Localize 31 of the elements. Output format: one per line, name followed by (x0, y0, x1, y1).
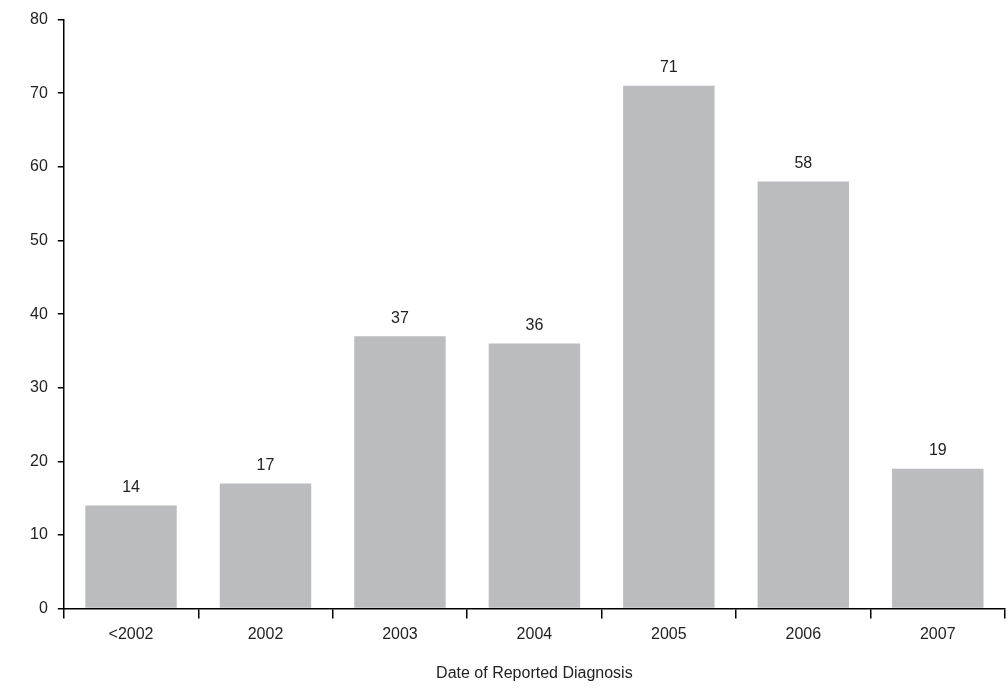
y-tick-label: 30 (30, 378, 48, 396)
y-tick-label: 80 (30, 10, 48, 28)
x-tick-label: 2004 (516, 624, 553, 642)
data-label: 71 (659, 58, 678, 76)
bar (892, 468, 984, 608)
x-tick-label: 2005 (651, 624, 687, 642)
bar (623, 85, 715, 608)
data-label: 58 (794, 153, 813, 171)
x-axis-title: Date of Reported Diagnosis (436, 663, 633, 681)
y-tick-label: 40 (30, 304, 48, 322)
y-tick-label: 70 (30, 83, 48, 101)
bar (757, 181, 850, 608)
y-tick-label: 60 (30, 157, 48, 175)
data-label: 19 (928, 441, 947, 459)
x-tick-label: <2002 (108, 624, 154, 642)
bar (488, 343, 581, 608)
x-tick-label: 2003 (382, 624, 418, 642)
data-label: 14 (122, 477, 141, 495)
data-label: 17 (256, 455, 275, 473)
data-label: 37 (391, 308, 409, 326)
x-tick-label: 2007 (919, 624, 956, 642)
data-label: 36 (525, 315, 544, 333)
y-tick-label: 50 (30, 230, 48, 248)
x-tick-label: 2002 (247, 624, 284, 642)
bar (85, 505, 177, 608)
bar (219, 483, 312, 608)
y-tick-label: 10 (30, 525, 48, 543)
y-tick-label: 20 (30, 451, 48, 469)
y-tick-label: 0 (38, 599, 48, 617)
x-tick-label: 2006 (785, 624, 822, 642)
bar (354, 336, 446, 608)
